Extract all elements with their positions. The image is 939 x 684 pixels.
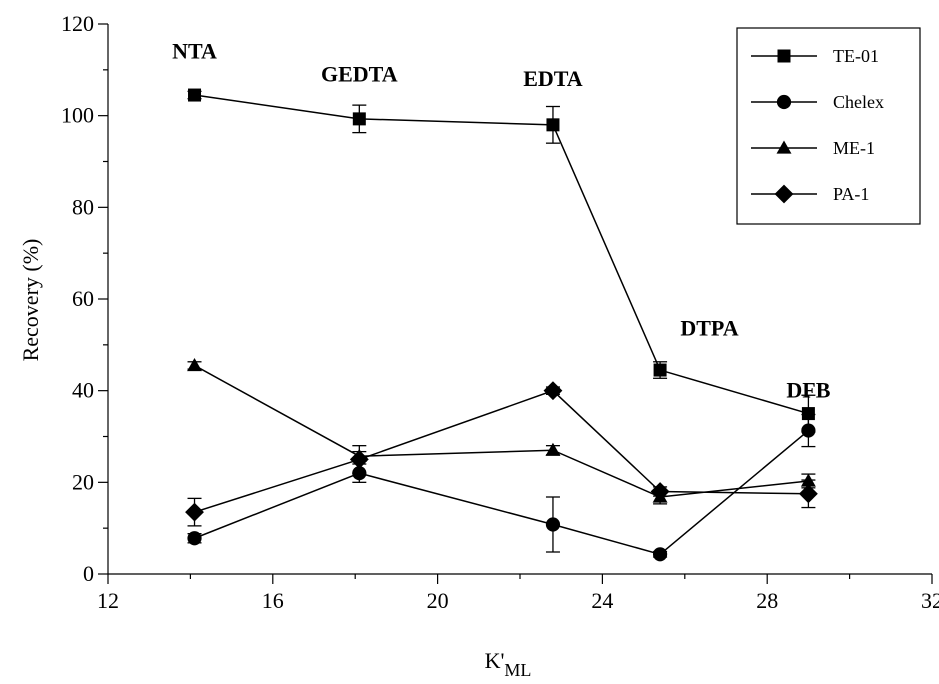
series-line-me-1	[194, 364, 809, 498]
data-point-te-01	[188, 88, 202, 102]
data-point-te-01	[546, 118, 560, 132]
x-tick-label: 28	[756, 588, 778, 613]
x-tick-label: 32	[921, 588, 939, 613]
data-point-pa-1	[798, 484, 818, 504]
data-point-te-01	[352, 112, 366, 126]
legend-label: TE-01	[833, 46, 879, 66]
annotation-label: DTPA	[680, 316, 738, 341]
y-tick-label: 80	[72, 194, 94, 219]
data-point-te-01	[801, 407, 815, 421]
legend-marker-te-01	[777, 49, 791, 63]
y-axis-title: Recovery (%)	[18, 239, 43, 362]
data-point-chelex	[652, 547, 668, 562]
data-point-pa-1	[349, 449, 369, 469]
data-point-te-01	[653, 363, 667, 377]
x-axis-title-main: K'	[485, 648, 505, 673]
series-line-te-01	[194, 94, 809, 415]
data-point-pa-1	[543, 381, 563, 401]
x-tick-label: 20	[427, 588, 449, 613]
legend-box	[736, 27, 921, 225]
y-tick-label: 0	[83, 561, 94, 586]
y-tick-label: 120	[61, 11, 94, 36]
data-point-pa-1	[650, 482, 670, 501]
data-point-pa-1	[185, 502, 204, 522]
y-tick-label: 60	[72, 286, 94, 311]
annotation-label: DFB	[786, 378, 830, 403]
y-tick-label: 20	[72, 469, 94, 494]
legend-marker-pa-1	[774, 184, 794, 204]
annotation-label: GEDTA	[321, 61, 398, 86]
data-point-chelex	[545, 517, 561, 532]
x-tick-label: 12	[97, 588, 119, 613]
y-tick-label: 40	[72, 378, 94, 403]
data-point-me-1	[545, 442, 561, 456]
legend-marker-chelex	[776, 94, 792, 110]
legend-label: ME-1	[833, 138, 875, 158]
x-axis-title: K'ML	[485, 648, 532, 680]
x-tick-label: 16	[262, 588, 284, 613]
legend-marker-me-1	[776, 140, 792, 154]
data-point-chelex	[187, 531, 202, 546]
x-axis-title-subscript: ML	[504, 660, 531, 680]
y-tick-label: 100	[61, 103, 94, 128]
legend-label: Chelex	[833, 92, 884, 112]
data-point-chelex	[801, 423, 816, 438]
legend-label: PA-1	[833, 184, 869, 204]
x-tick-label: 24	[591, 588, 613, 613]
annotation-label: EDTA	[523, 66, 583, 91]
annotation-label: NTA	[172, 38, 217, 63]
plot-area: 0 20 40 60 80 100 120 12 16 20 24 28 32 NTA GEDTA EDTA D…	[61, 11, 939, 613]
data-point-me-1	[187, 357, 202, 372]
